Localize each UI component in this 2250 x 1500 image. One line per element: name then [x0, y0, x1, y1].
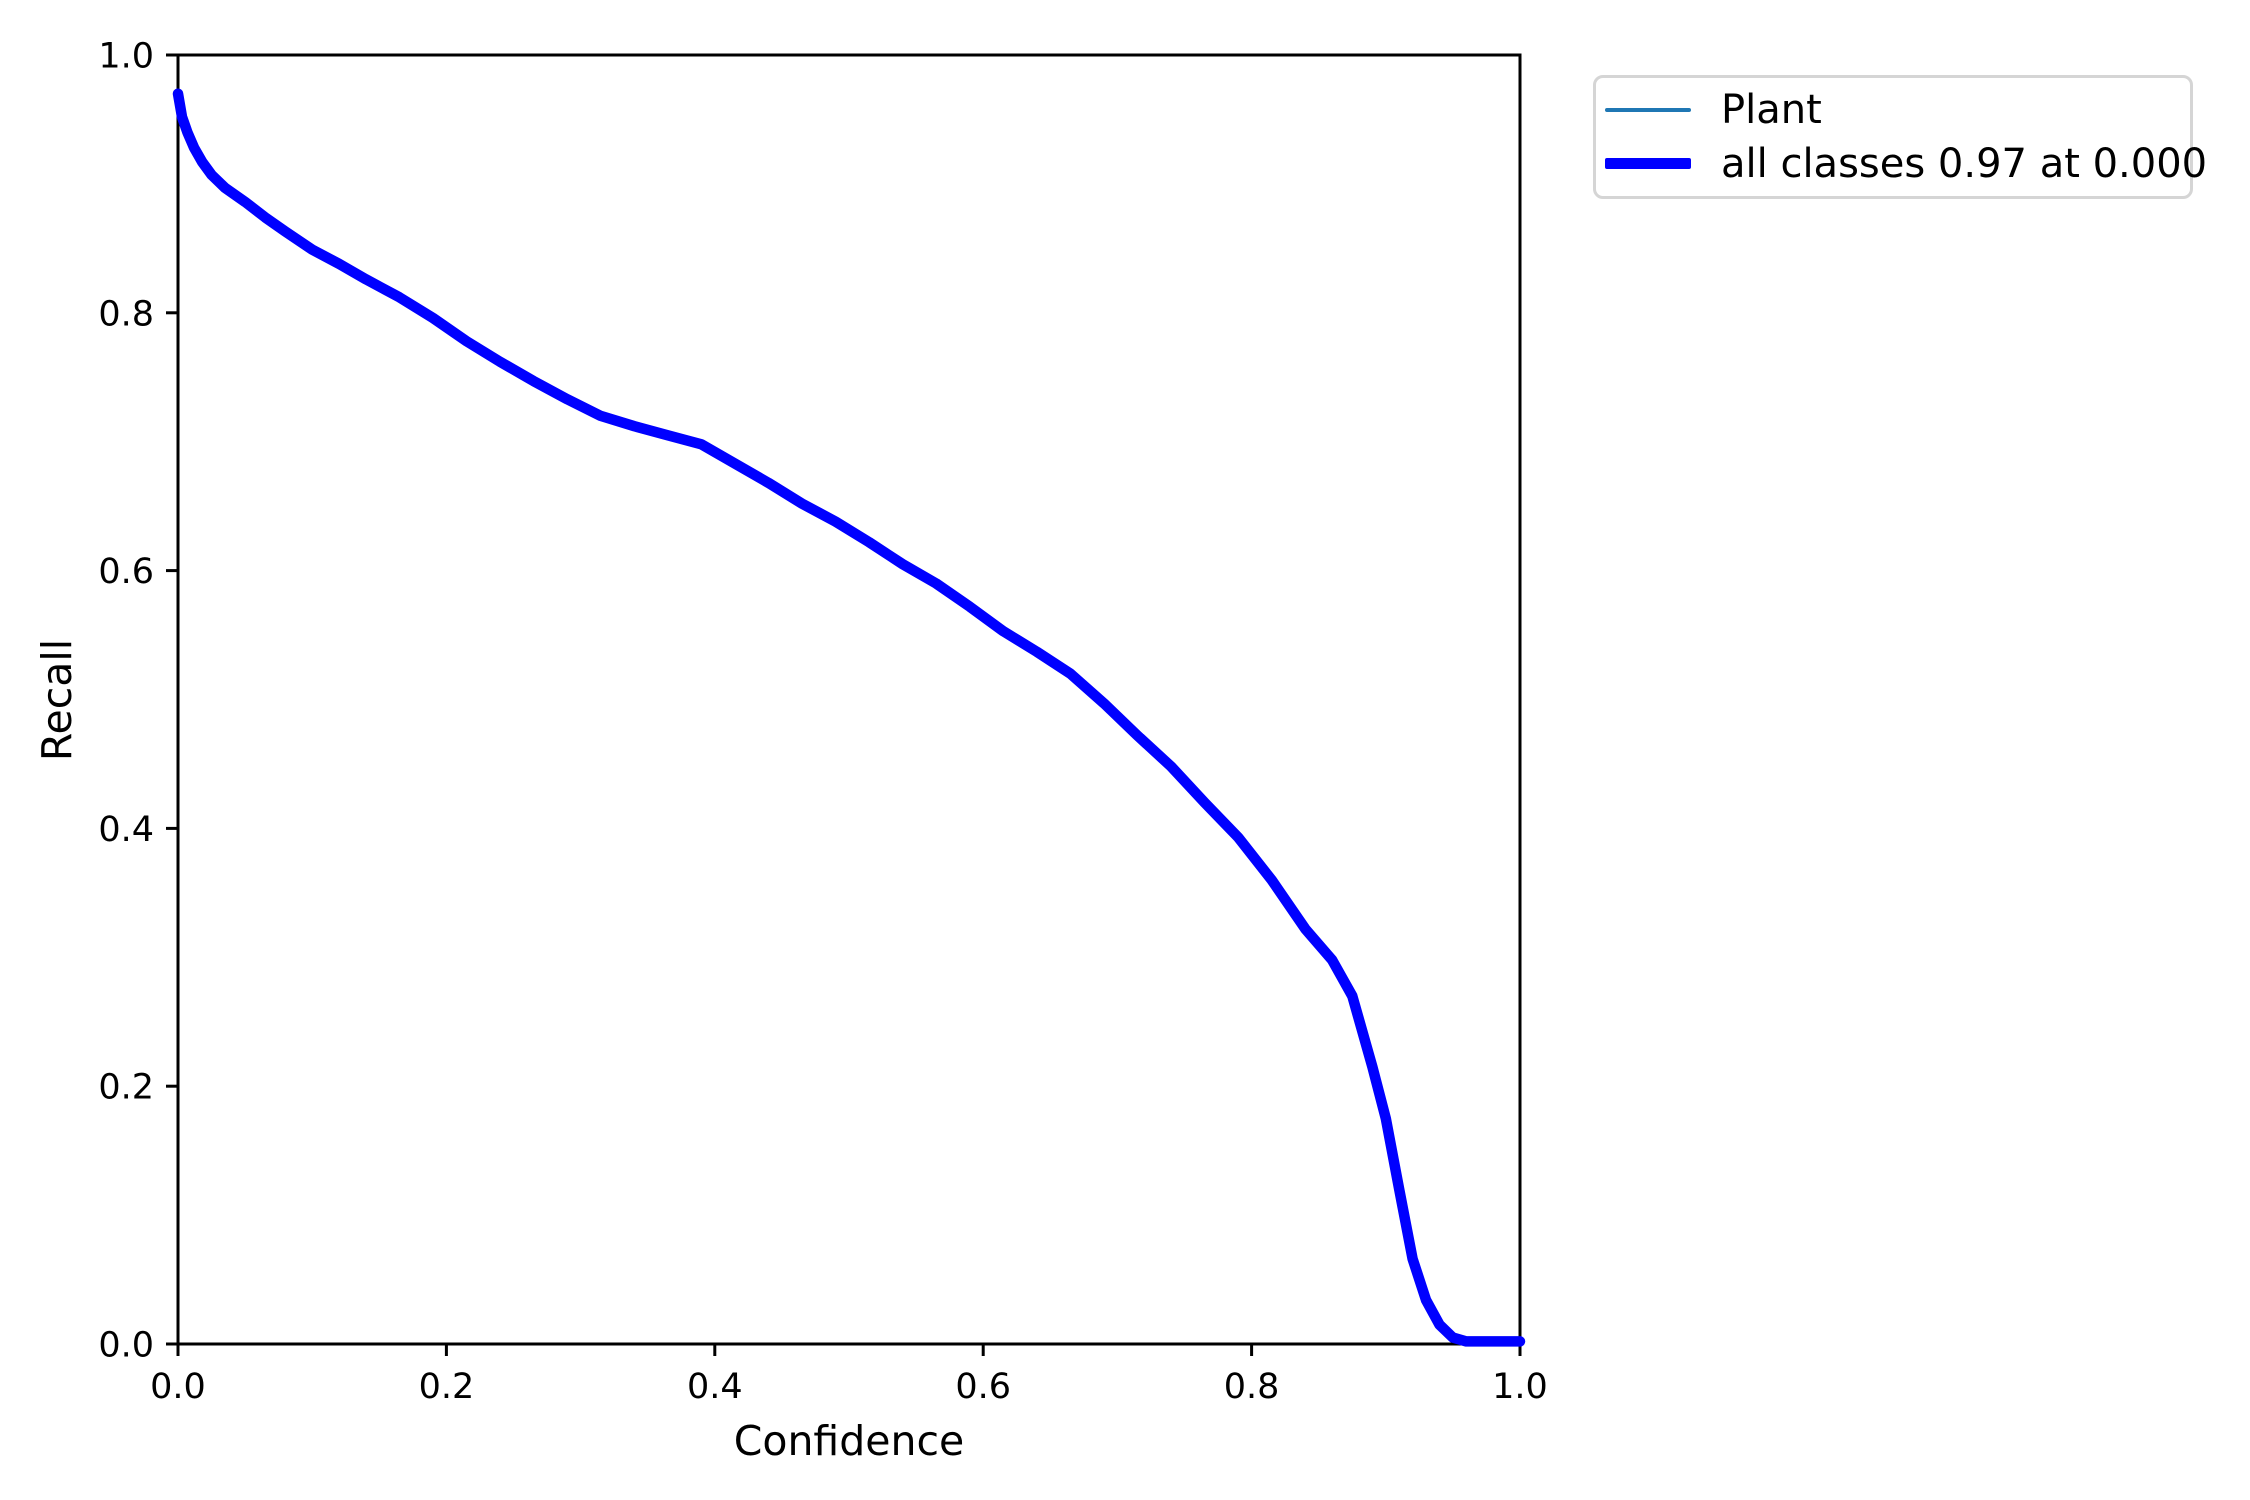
x-tick-label: 0.0	[150, 1367, 206, 1407]
x-tick-label: 0.6	[955, 1367, 1011, 1407]
legend-label-all-classes: all classes 0.97 at 0.000	[1721, 140, 2208, 187]
curve-all-classes-0.97-at-0.000	[172, 88, 1526, 1347]
y-axis-label: Recall	[33, 639, 81, 761]
curve-layer	[172, 88, 1526, 1347]
y-tick-label: 1.0	[98, 37, 154, 77]
y-tick-label: 0.6	[98, 552, 154, 592]
legend-label-plant: Plant	[1721, 87, 1822, 134]
x-axis-label: Confidence	[734, 1417, 965, 1465]
y-tick-label: 0.4	[98, 810, 154, 850]
y-tick-label: 0.8	[98, 294, 154, 334]
x-tick-label: 0.8	[1224, 1367, 1280, 1407]
x-tick-label: 1.0	[1492, 1367, 1548, 1407]
y-tick-label: 0.0	[98, 1326, 154, 1366]
axis-ticks: 0.0 0.2 0.4 0.6 0.8 1.0 0.0 0.2 0.4 0.6 0.8 1.0	[98, 37, 1548, 1408]
y-tick-label: 0.2	[98, 1068, 154, 1108]
plant-line-swatch	[1605, 108, 1691, 113]
x-tick-label: 0.4	[687, 1367, 743, 1407]
legend: Plant all classes 0.97 at 0.000	[1593, 75, 2207, 199]
x-tick-label: 0.2	[419, 1367, 475, 1407]
legend-item-all-classes: all classes 0.97 at 0.000	[1605, 139, 2207, 189]
plot-border	[176, 53, 1522, 1346]
legend-item-plant: Plant	[1605, 85, 2180, 135]
all-classes-line-swatch	[1605, 158, 1691, 170]
